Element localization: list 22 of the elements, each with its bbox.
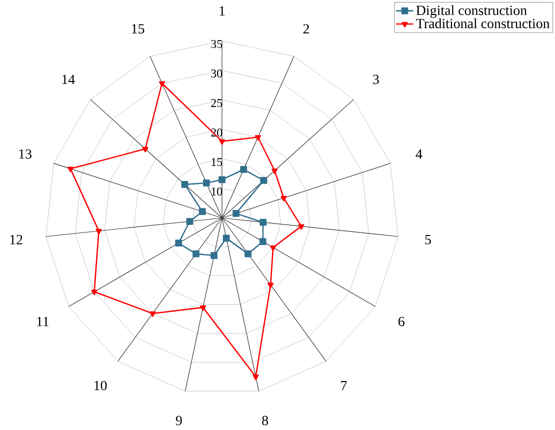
y-tick-label: 15 [212,158,222,166]
y-tick-label: 30 [211,69,222,78]
spoke-label: 13 [19,149,32,159]
spoke-label: 7 [341,380,347,390]
spoke-label: 14 [62,74,75,84]
spoke-label: 9 [176,416,182,426]
spoke-label: 8 [262,416,268,426]
spoke-label: 10 [94,380,107,390]
spoke-label: 11 [37,316,49,326]
y-tick-label: 10 [212,187,222,196]
spoke-label: 3 [373,74,379,84]
legend-label: Digital construction [416,5,527,18]
spoke-label: 12 [10,235,22,244]
spoke-label: 2 [303,24,309,34]
spoke-label: 15 [132,24,144,34]
y-tick-label: 25 [211,99,222,108]
spoke-label: 1 [220,6,225,16]
spoke-label: 6 [398,316,404,326]
y-tick-label: 35 [211,40,222,48]
spoke-label: 5 [425,235,431,244]
legend-label: Traditional construction [416,18,550,28]
spoke-label: 4 [416,149,422,159]
